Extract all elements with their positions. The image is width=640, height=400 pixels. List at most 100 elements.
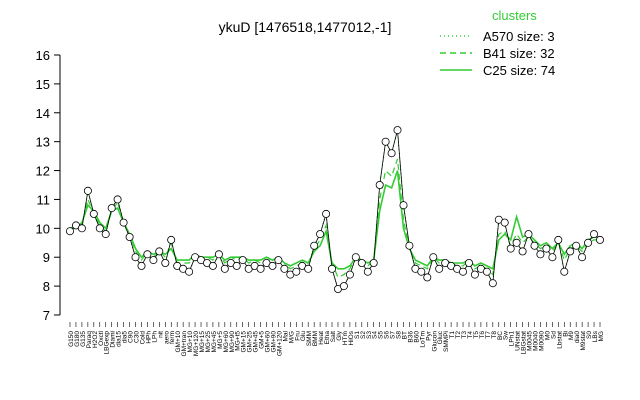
x-tick-label: GM+45 — [253, 331, 260, 353]
data-point — [435, 264, 444, 273]
data-point — [322, 209, 331, 218]
x-tick-label: S0 — [586, 331, 593, 339]
x-tick-label: MG+45 — [211, 331, 218, 353]
y-tick-label: 11 — [37, 192, 51, 207]
x-axis: G150G180G135ParaqH2O2OxctlLBGexpDiamidia… — [68, 322, 605, 356]
data-point — [572, 241, 581, 250]
x-tick-label: GM+tran — [181, 331, 188, 357]
data-point — [280, 264, 289, 273]
x-tick-label: Sw — [503, 331, 510, 340]
y-tick-label: 9 — [43, 250, 50, 265]
legend-title: clusters — [492, 8, 537, 23]
data-point — [220, 264, 229, 273]
x-tick-label: T2 — [455, 331, 462, 339]
x-tick-label: MG+5 — [217, 331, 224, 349]
x-tick-label: MG+25 — [205, 331, 212, 353]
series-lines — [69, 129, 601, 290]
data-points — [66, 126, 605, 293]
x-tick-label: MG+15 — [199, 331, 206, 353]
x-tick-label: Paraq — [86, 331, 93, 349]
data-point — [464, 258, 473, 267]
x-tick-label: GM+60 — [265, 331, 272, 353]
x-tick-label: Fru — [294, 331, 301, 341]
x-tick-label: GM+25 — [247, 331, 254, 353]
data-point — [268, 261, 277, 270]
x-tick-label: SMMPi — [443, 331, 450, 352]
data-point — [566, 247, 575, 256]
x-tick-label: T4 — [467, 331, 474, 339]
legend-label: A570 size: 3 — [483, 29, 555, 44]
y-tick-label: 14 — [36, 106, 50, 121]
data-point — [101, 230, 110, 239]
y-axis: 7 8 9 10 11 12 13 14 15 16 — [36, 48, 61, 323]
data-point — [304, 264, 313, 273]
x-tick-label: Glu — [300, 331, 307, 342]
x-tick-label: MG+120 — [193, 331, 200, 356]
x-tick-label: T6 — [479, 331, 486, 339]
x-tick-label: M0090 — [538, 331, 545, 351]
legend-label: C25 size: 74 — [483, 63, 555, 78]
data-point — [399, 201, 408, 210]
data-point — [77, 224, 86, 233]
data-point — [316, 230, 325, 239]
x-tick-label: aero — [163, 331, 170, 344]
data-point — [137, 261, 146, 270]
y-tick-label: 16 — [36, 48, 50, 63]
data-point — [292, 267, 301, 276]
data-point — [369, 258, 378, 267]
data-point — [524, 230, 533, 239]
data-point — [554, 235, 563, 244]
data-point — [232, 261, 241, 270]
x-tick-label: M9 — [568, 331, 575, 340]
x-tick-label: GM+90 — [270, 331, 277, 353]
x-tick-label: C30 — [134, 331, 141, 343]
data-point — [578, 253, 587, 262]
data-point — [125, 232, 134, 241]
data-point — [423, 273, 432, 282]
y-tick-label: 7 — [43, 308, 50, 323]
data-point — [548, 253, 557, 262]
x-tick-label: M0045 — [527, 331, 534, 351]
data-point — [185, 267, 194, 276]
data-point — [482, 267, 491, 276]
data-point — [500, 218, 509, 227]
x-tick-label: LPh — [151, 331, 158, 343]
data-point — [405, 241, 414, 250]
x-tick-label: S3 — [366, 331, 373, 339]
legend: clusters A570 size: 3 B41 size: 32 C25 siz… — [440, 8, 555, 78]
data-point — [530, 241, 539, 250]
data-point — [381, 137, 390, 146]
x-tick-label: HiOs — [348, 330, 355, 345]
x-tick-label: G150 — [68, 331, 75, 347]
data-point — [143, 250, 152, 259]
x-tick-label: Glucon — [431, 331, 438, 352]
data-point — [363, 267, 372, 276]
x-tick-label: M0040 — [532, 331, 539, 351]
data-point — [458, 267, 467, 276]
x-tick-label: LBGexp — [104, 331, 111, 355]
y-tick-label: 13 — [36, 135, 50, 150]
data-point — [83, 186, 92, 195]
x-tick-label: Salt — [330, 331, 337, 342]
x-tick-label: GM+15 — [241, 331, 248, 353]
data-point — [375, 180, 384, 189]
x-tick-label: LoTm — [419, 331, 426, 348]
x-tick-label: T7 — [485, 331, 492, 339]
data-point — [518, 247, 527, 256]
data-point — [256, 264, 265, 273]
x-tick-label: T8 — [491, 331, 498, 339]
x-tick-label: MG+t5 — [235, 331, 242, 351]
data-point — [208, 261, 217, 270]
x-tick-label: C90 — [128, 331, 135, 343]
x-tick-label: B36 — [407, 331, 414, 343]
x-tick-label: Pyr — [425, 330, 432, 341]
x-tick-label: nit — [157, 331, 164, 338]
data-point — [167, 235, 176, 244]
x-tick-label: Lbstat — [556, 331, 563, 349]
x-tick-label: S5 — [378, 331, 385, 339]
data-point — [560, 267, 569, 276]
data-point — [506, 244, 515, 253]
x-tick-label: ferm — [169, 331, 176, 344]
x-tick-label: T5 — [473, 331, 480, 339]
legend-label: B41 size: 32 — [483, 46, 555, 61]
